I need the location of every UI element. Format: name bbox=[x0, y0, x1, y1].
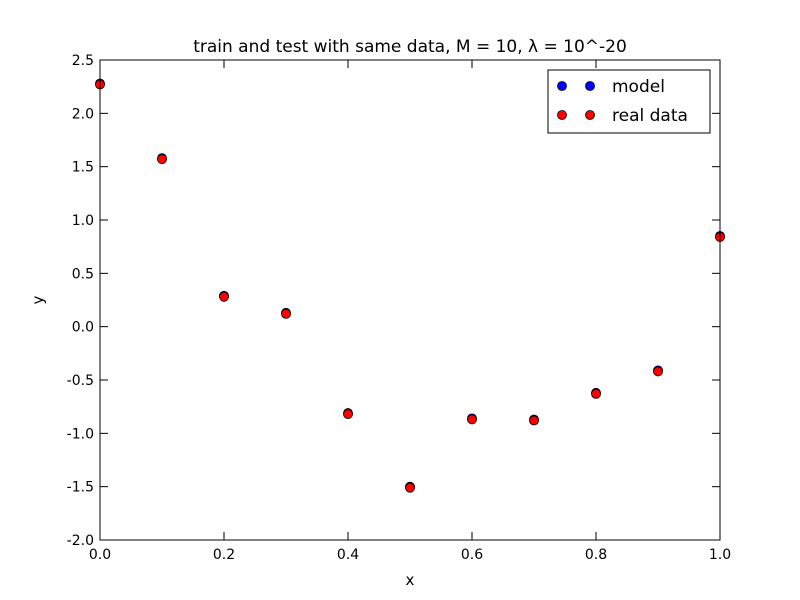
chart-title: train and test with same data, M = 10, λ… bbox=[193, 37, 627, 57]
y-tick-label: 2.5 bbox=[72, 53, 94, 69]
legend-marker bbox=[557, 81, 567, 91]
real-data-point bbox=[591, 388, 601, 399]
real-data-point bbox=[343, 409, 353, 420]
plot-area: 0.0 0.2 0.4 0.6 0.8 1.0 -2.0 -1.5 -1.0 -0.5 0.0 0.5… bbox=[67, 53, 731, 563]
legend-label: model bbox=[612, 77, 665, 97]
plot-frame bbox=[99, 59, 721, 541]
y-tick-label: 0.5 bbox=[72, 266, 94, 282]
y-tick-label: 2.0 bbox=[72, 106, 94, 122]
real-data-point bbox=[157, 154, 167, 165]
y-tick-label: 1.5 bbox=[72, 160, 94, 176]
real-data-point bbox=[281, 308, 291, 319]
real-data-point bbox=[405, 482, 415, 493]
x-tick-label: 1.0 bbox=[709, 547, 731, 563]
real-data-point bbox=[653, 366, 663, 377]
legend-marker bbox=[585, 81, 595, 91]
real-data-point bbox=[219, 291, 229, 302]
legend-entry-model: model bbox=[557, 77, 665, 97]
real-data-point bbox=[529, 415, 539, 426]
y-tick-label: 0.0 bbox=[72, 320, 94, 336]
y-axis-label: y bbox=[29, 295, 47, 304]
y-tick-label: -1.0 bbox=[67, 426, 94, 442]
y-tick-label: 1.0 bbox=[72, 213, 94, 229]
series-real-data bbox=[95, 79, 725, 493]
x-tick-label: 0.6 bbox=[461, 547, 483, 563]
legend-entries: model real data bbox=[557, 77, 688, 126]
ticks-layer: 0.0 0.2 0.4 0.6 0.8 1.0 -2.0 -1.5 -1.0 -0.5 0.0 0.5… bbox=[67, 53, 731, 563]
x-tick-label: 0.8 bbox=[585, 547, 607, 563]
x-tick-label: 0.2 bbox=[213, 547, 235, 563]
legend-marker bbox=[557, 110, 567, 120]
y-tick-label: -2.0 bbox=[67, 533, 94, 549]
plot-background bbox=[100, 60, 720, 540]
x-axis-label: x bbox=[406, 571, 415, 589]
y-tick-label: -0.5 bbox=[67, 373, 94, 389]
x-tick-label: 0.0 bbox=[89, 547, 111, 563]
legend-entry-real-data: real data bbox=[557, 106, 688, 126]
legend-label: real data bbox=[612, 106, 688, 126]
real-data-point bbox=[467, 414, 477, 425]
legend: model real data bbox=[547, 69, 711, 134]
legend-marker bbox=[585, 110, 595, 120]
legend-box bbox=[547, 69, 711, 134]
y-tick-label: -1.5 bbox=[67, 480, 94, 496]
x-tick-label: 0.4 bbox=[337, 547, 359, 563]
